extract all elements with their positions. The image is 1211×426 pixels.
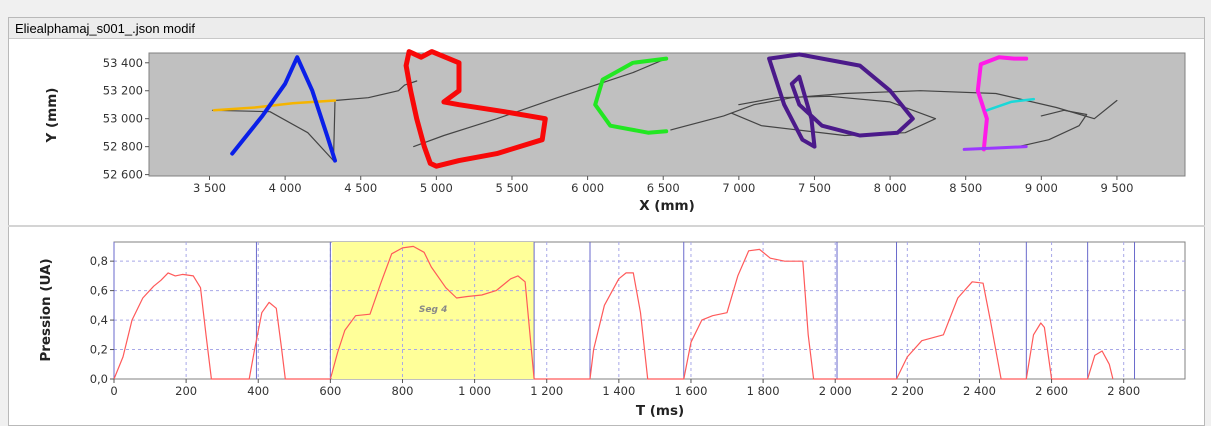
trajectory-stroke-10 — [975, 55, 1029, 152]
trajectory-stroke-3 — [730, 95, 937, 137]
trajectory-stroke-6 — [230, 55, 337, 163]
pressure-x-axis-title: T (ms) — [636, 403, 684, 419]
trajectory-y-tick-label: 53 000 — [103, 112, 143, 126]
trajectory-x-tick-label: 6 000 — [571, 181, 604, 195]
pressure-x-tick-label: 200 — [175, 384, 197, 398]
trajectory-stroke-7 — [403, 49, 548, 169]
pressure-x-tick-label: 800 — [392, 384, 414, 398]
trajectory-stroke-9 — [767, 52, 915, 149]
trajectory-stroke-12 — [985, 97, 1036, 112]
pressure-x-tick-label: 600 — [319, 384, 341, 398]
trajectory-x-tick-label: 4 000 — [269, 181, 302, 195]
pressure-x-tick-label: 2 600 — [1035, 384, 1068, 398]
pressure-x-tick-label: 1 400 — [602, 384, 635, 398]
pressure-x-tick-label: 1 800 — [747, 384, 780, 398]
trajectory-stroke-5 — [212, 99, 337, 112]
pressure-y-tick-label: 0,0 — [90, 372, 108, 386]
trajectory-y-axis-title: Y (mm) — [44, 88, 60, 144]
pressure-x-tick-label: 400 — [247, 384, 269, 398]
pressure-y-tick-label: 0,2 — [90, 343, 108, 357]
pressure-x-tick-label: 1 200 — [530, 384, 563, 398]
pressure-y-tick-label: 0,4 — [90, 313, 108, 327]
trajectory-stroke-2 — [670, 90, 1118, 131]
trajectory-x-tick-label: 5 500 — [496, 181, 529, 195]
trajectory-x-tick-label: 5 000 — [420, 181, 453, 195]
pressure-plot-area — [113, 241, 1186, 380]
segment-label: Seg 4 — [419, 305, 447, 315]
trajectory-x-tick-label: 9 000 — [1025, 181, 1058, 195]
pressure-x-tick-label: 2 800 — [1107, 384, 1140, 398]
pressure-y-tick-label: 0,8 — [90, 254, 108, 268]
pressure-x-tick-label: 1 000 — [458, 384, 491, 398]
trajectory-y-tick-label: 52 600 — [103, 168, 143, 182]
trajectory-x-tick-label: 6 500 — [647, 181, 680, 195]
pressure-x-tick-label: 2 400 — [963, 384, 996, 398]
trajectory-chart: 3 500 4 000 4 500 5 000 5 500 6 000 6 500 7 000… — [44, 49, 1186, 214]
pressure-y-axis-title: Pression (UA) — [38, 258, 54, 361]
trajectory-x-tick-label: 8 500 — [949, 181, 982, 195]
panel-divider[interactable] — [8, 225, 1205, 227]
trajectory-stroke-11 — [962, 145, 1028, 151]
pressure-y-tick-label: 0,6 — [90, 284, 108, 298]
window-title: Eliealphamaj_s001_.json modif — [9, 18, 1204, 39]
pressure-x-tick-label: 2 000 — [819, 384, 852, 398]
trajectory-stroke-8 — [593, 56, 669, 135]
trajectory-x-tick-label: 7 000 — [722, 181, 755, 195]
pressure-x-tick-label: 1 600 — [675, 384, 708, 398]
trajectory-x-tick-label: 8 000 — [874, 181, 907, 195]
trajectory-x-tick-label: 3 500 — [193, 181, 226, 195]
pressure-x-tick-label: 2 200 — [891, 384, 924, 398]
pressure-curve — [113, 245, 1114, 380]
pressure-x-tick-label: 0 — [110, 384, 117, 398]
trajectory-stroke-1 — [413, 58, 667, 148]
selected-segment-highlight[interactable] — [332, 242, 535, 379]
trajectory-x-tick-label: 7 500 — [798, 181, 831, 195]
trajectory-x-tick-label: 4 500 — [344, 181, 377, 195]
trajectory-x-axis-title: X (mm) — [639, 198, 695, 214]
trajectory-y-tick-label: 52 800 — [103, 140, 143, 154]
trajectory-y-tick-label: 53 200 — [103, 84, 143, 98]
trajectory-y-tick-label: 53 400 — [103, 56, 143, 70]
trajectory-x-tick-label: 9 500 — [1100, 181, 1133, 195]
